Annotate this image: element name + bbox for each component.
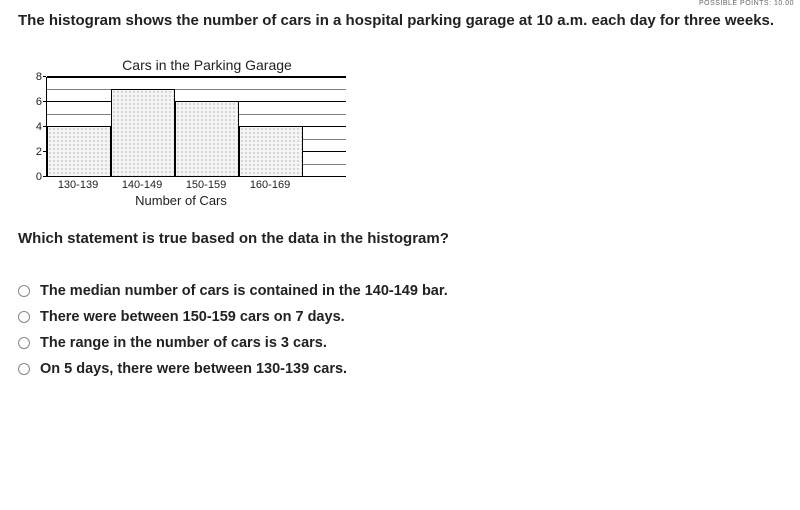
histogram-bar — [175, 101, 239, 176]
choice-label: On 5 days, there were between 130-139 ca… — [40, 361, 347, 377]
y-tick-label: 2 — [36, 146, 42, 158]
choice-label: There were between 150-159 cars on 7 day… — [40, 309, 345, 325]
histogram-bar — [47, 126, 111, 176]
question-prompt: Which statement is true based on the dat… — [18, 230, 782, 247]
choice-label: The median number of cars is contained i… — [40, 283, 448, 299]
radio-icon[interactable] — [18, 285, 30, 297]
radio-icon[interactable] — [18, 337, 30, 349]
histogram-bar — [111, 89, 175, 177]
answer-choice[interactable]: On 5 days, there were between 130-139 ca… — [18, 361, 782, 377]
question-stem: The histogram shows the number of cars i… — [18, 0, 782, 37]
y-tick-label: 4 — [36, 121, 42, 133]
plot-area — [46, 77, 346, 177]
radio-icon[interactable] — [18, 311, 30, 323]
histogram-bar — [239, 126, 303, 176]
points-fragment: POSSIBLE POINTS: 10.00 — [699, 0, 794, 7]
answer-choices: The median number of cars is contained i… — [18, 283, 782, 377]
answer-choice[interactable]: The range in the number of cars is 3 car… — [18, 335, 782, 351]
x-tick-label: 130-139 — [46, 179, 110, 191]
x-tick-label: 160-169 — [238, 179, 302, 191]
choice-label: The range in the number of cars is 3 car… — [40, 335, 327, 351]
answer-choice[interactable]: There were between 150-159 cars on 7 day… — [18, 309, 782, 325]
y-tick-label: 8 — [36, 71, 42, 83]
y-axis: 02468 — [28, 77, 46, 177]
radio-icon[interactable] — [18, 363, 30, 375]
y-tick-label: 6 — [36, 96, 42, 108]
answer-choice[interactable]: The median number of cars is contained i… — [18, 283, 782, 299]
x-tick-label: 150-159 — [174, 179, 238, 191]
chart-title: Cars in the Parking Garage — [46, 57, 368, 73]
x-axis-labels: 130-139140-149150-159160-169 — [46, 179, 346, 191]
x-axis-title: Number of Cars — [46, 193, 316, 208]
histogram-chart: Cars in the Parking Garage 0 2 4 6 8 130-139… — [28, 57, 368, 208]
y-tick-label: 0 — [36, 171, 42, 183]
x-tick-label: 140-149 — [110, 179, 174, 191]
